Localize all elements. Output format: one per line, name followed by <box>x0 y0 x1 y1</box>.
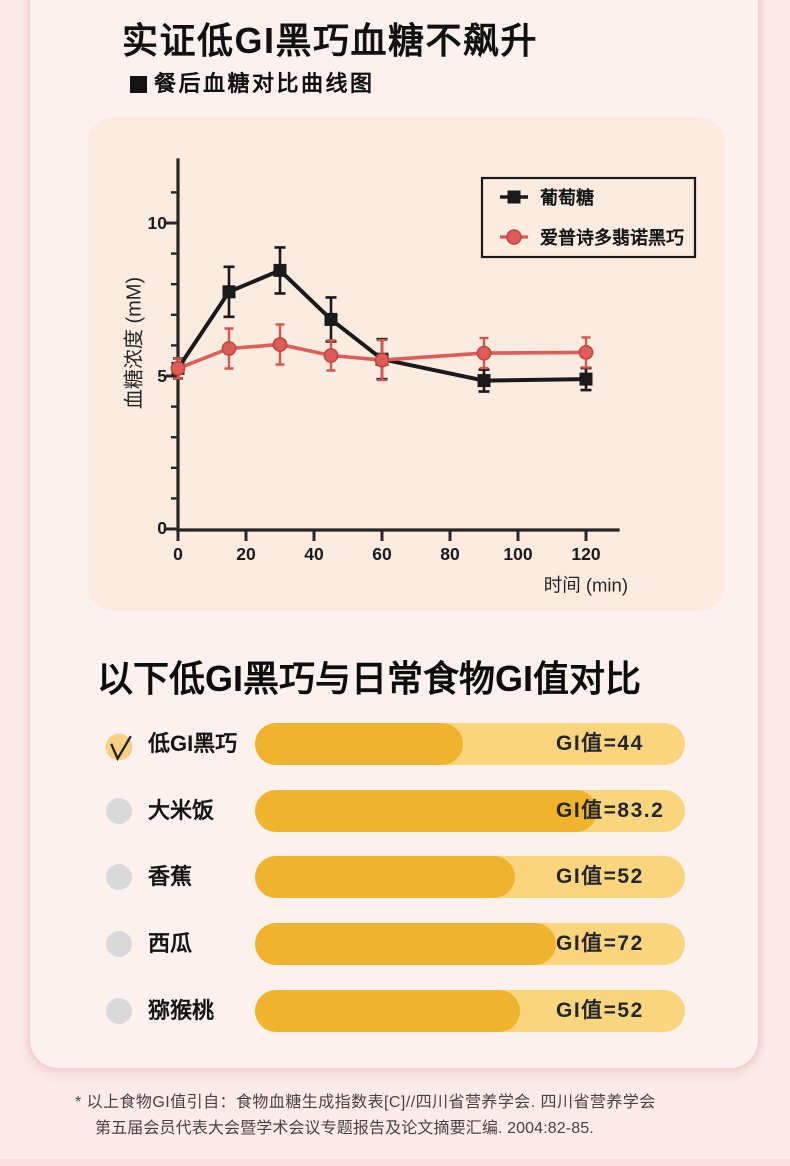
svg-text:爱普诗多翡诺黑巧: 爱普诗多翡诺黑巧 <box>540 227 684 248</box>
svg-text:120: 120 <box>571 544 600 564</box>
svg-text:40: 40 <box>304 544 324 564</box>
svg-text:0: 0 <box>173 544 183 564</box>
svg-text:5: 5 <box>157 366 167 386</box>
svg-text:100: 100 <box>503 544 532 564</box>
svg-text:20: 20 <box>236 544 256 564</box>
svg-text:血糖浓度 (mM): 血糖浓度 (mM) <box>123 277 146 409</box>
svg-text:0: 0 <box>157 518 167 538</box>
svg-text:10: 10 <box>148 213 168 233</box>
svg-text:60: 60 <box>372 544 392 564</box>
svg-text:时间 (min): 时间 (min) <box>544 575 628 596</box>
svg-text:葡萄糖: 葡萄糖 <box>539 187 594 208</box>
svg-text:80: 80 <box>440 544 460 564</box>
